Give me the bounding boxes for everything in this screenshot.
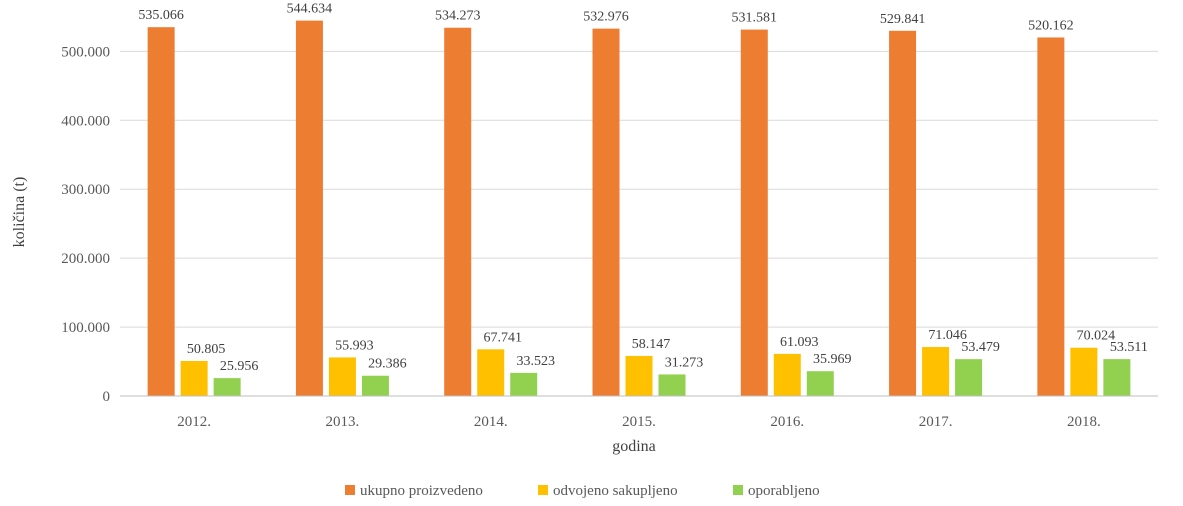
x-tick-label: 2013. (326, 414, 360, 430)
bar-2-3 (477, 349, 505, 396)
bar-1-4 (592, 28, 620, 396)
bar-1-2 (295, 20, 323, 397)
data-label: 35.969 (813, 352, 852, 367)
data-label: 31.273 (665, 355, 704, 370)
bar-3-5 (806, 371, 834, 396)
bar-3-4 (658, 374, 686, 396)
data-label: 25.956 (220, 359, 259, 374)
bar-3-2 (361, 375, 389, 396)
data-label: 61.093 (780, 335, 819, 350)
legend-label: odvojeno sakupljeno (553, 483, 678, 499)
y-axis-title: količina (t) (11, 177, 28, 248)
bar-2-4 (625, 355, 653, 396)
legend-label: oporabljeno (748, 483, 820, 499)
x-tick-label: 2016. (770, 414, 804, 430)
bar-2-7 (1070, 347, 1098, 396)
bar-2-6 (922, 347, 950, 396)
data-label: 70.024 (1077, 329, 1116, 344)
bar-2-5 (773, 353, 801, 396)
data-label: 50.805 (187, 342, 226, 357)
data-label: 529.841 (880, 12, 926, 27)
x-tick-label: 2014. (474, 414, 508, 430)
bar-1-5 (740, 29, 768, 397)
y-tick-label: 400.000 (61, 113, 110, 129)
legend-label: ukupno proizvedeno (360, 483, 483, 499)
data-label: 53.479 (961, 340, 1000, 355)
y-tick-label: 200.000 (61, 251, 110, 267)
legend-swatch (733, 485, 743, 495)
bar-3-3 (510, 372, 538, 396)
data-label: 58.147 (632, 337, 671, 352)
legend-swatch (345, 485, 355, 495)
x-axis-title: godina (612, 438, 656, 455)
y-tick-label: 500.000 (61, 44, 110, 60)
data-label: 53.511 (1110, 340, 1148, 355)
bar-3-6 (955, 359, 983, 396)
data-label: 531.581 (732, 11, 778, 26)
x-tick-label: 2015. (622, 414, 656, 430)
grid-lines (120, 50, 1158, 328)
bar-1-7 (1037, 37, 1065, 396)
bar-3-7 (1103, 359, 1131, 396)
data-label: 29.386 (368, 357, 407, 372)
bar-1-3 (444, 27, 472, 397)
legend: ukupno proizvedeno odvojeno sakupljeno opo… (345, 483, 820, 499)
data-label: 67.741 (483, 330, 522, 345)
x-tick-label: 2017. (919, 414, 953, 430)
y-tick-label: 0 (103, 389, 111, 405)
data-label: 55.993 (335, 338, 374, 353)
x-tick-label: 2012. (177, 414, 211, 430)
data-label: 33.523 (516, 354, 555, 369)
data-label: 544.634 (287, 2, 333, 17)
y-tick-label: 100.000 (61, 320, 110, 336)
data-label: 71.046 (928, 328, 967, 343)
data-label: 534.273 (435, 9, 481, 24)
y-tick-label: 300.000 (61, 182, 110, 198)
data-labels: 535.066 50.805 25.956 544.634 55.993 29.386 53… (138, 2, 1147, 375)
legend-swatch (538, 485, 548, 495)
bar-2-2 (328, 357, 356, 396)
bar-2-1 (180, 360, 208, 396)
bars (147, 20, 1131, 397)
bar-3-1 (213, 378, 241, 396)
bar-1-1 (147, 27, 175, 397)
bar-1-6 (889, 30, 917, 396)
data-label: 535.066 (138, 8, 184, 23)
x-tick-label: 2018. (1067, 414, 1101, 430)
data-label: 532.976 (583, 10, 629, 25)
axes: 0 100.000 200.000 300.000 400.000 500.000 2012… (61, 44, 1158, 430)
data-label: 520.162 (1028, 18, 1074, 33)
